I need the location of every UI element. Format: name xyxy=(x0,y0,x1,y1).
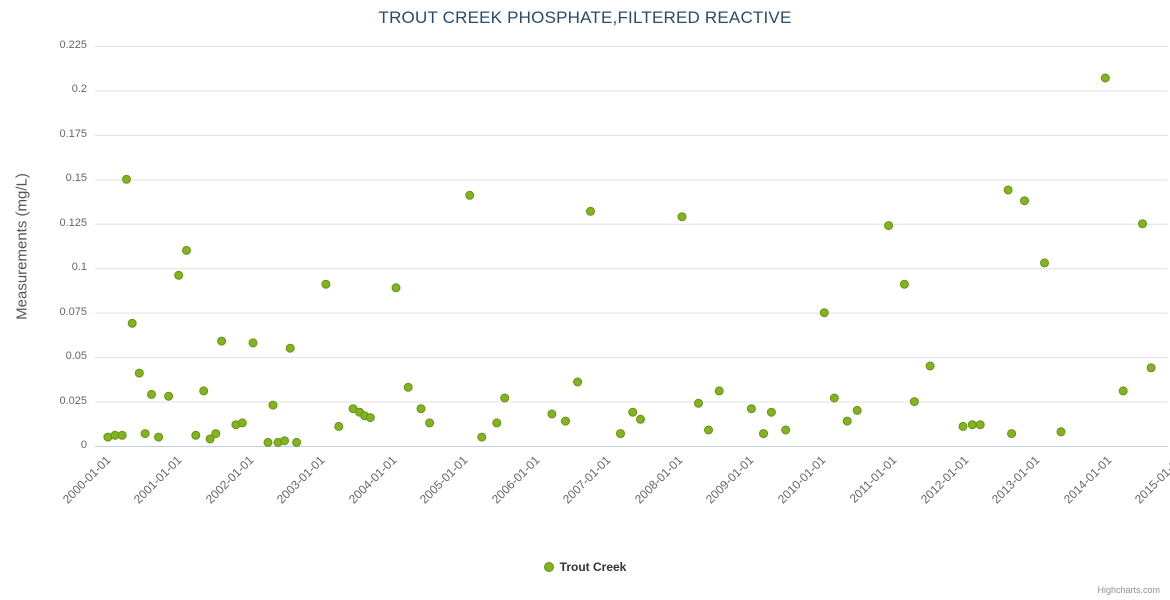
y-tick-label: 0 xyxy=(80,439,87,451)
data-point[interactable] xyxy=(714,386,724,396)
data-point[interactable] xyxy=(263,437,273,447)
data-point[interactable] xyxy=(899,279,909,289)
data-point[interactable] xyxy=(248,338,258,348)
data-point[interactable] xyxy=(191,430,201,440)
legend: Trout Creek xyxy=(0,560,1170,574)
y-tick-label: 0.025 xyxy=(59,394,87,407)
data-point[interactable] xyxy=(909,397,919,407)
data-point[interactable] xyxy=(365,413,375,423)
data-point[interactable] xyxy=(122,174,131,184)
data-point[interactable] xyxy=(391,283,401,293)
legend-label: Trout Creek xyxy=(559,560,627,574)
y-tick-label: 0.1 xyxy=(71,261,87,274)
data-point[interactable] xyxy=(268,400,278,410)
data-point[interactable] xyxy=(285,343,295,353)
data-point[interactable] xyxy=(636,414,645,424)
y-tick-label: 0.125 xyxy=(59,216,87,229)
data-point[interactable] xyxy=(819,308,829,318)
data-point[interactable] xyxy=(1138,219,1147,229)
data-point[interactable] xyxy=(958,421,968,431)
data-point[interactable] xyxy=(1003,185,1013,195)
data-point[interactable] xyxy=(759,429,768,439)
data-point[interactable] xyxy=(1020,196,1029,206)
data-point[interactable] xyxy=(321,279,331,289)
data-point[interactable] xyxy=(694,398,703,408)
data-point[interactable] xyxy=(500,393,510,403)
data-point[interactable] xyxy=(704,425,713,435)
data-point[interactable] xyxy=(967,420,977,430)
data-point[interactable] xyxy=(425,418,435,428)
data-point[interactable] xyxy=(492,418,502,428)
data-point[interactable] xyxy=(416,404,426,414)
data-point[interactable] xyxy=(573,377,583,387)
data-point[interactable] xyxy=(182,245,191,255)
data-point[interactable] xyxy=(477,432,487,442)
data-point[interactable] xyxy=(164,391,174,401)
data-point[interactable] xyxy=(154,432,164,442)
data-point[interactable] xyxy=(975,420,985,430)
y-tick-label: 0.05 xyxy=(65,350,87,363)
data-point[interactable] xyxy=(174,270,184,280)
legend-marker-icon xyxy=(543,562,554,572)
data-point[interactable] xyxy=(147,389,156,399)
data-point[interactable] xyxy=(1118,386,1128,396)
data-point[interactable] xyxy=(1040,258,1049,268)
data-point[interactable] xyxy=(280,436,289,446)
data-point[interactable] xyxy=(334,421,344,431)
y-tick-label: 0.225 xyxy=(59,39,87,51)
data-point[interactable] xyxy=(1100,73,1110,83)
data-point[interactable] xyxy=(211,429,221,439)
data-point[interactable] xyxy=(746,404,756,414)
data-point[interactable] xyxy=(127,318,137,328)
data-point[interactable] xyxy=(403,382,413,392)
data-point[interactable] xyxy=(140,429,150,439)
data-point[interactable] xyxy=(616,429,625,439)
y-tick-label: 0.2 xyxy=(71,83,87,96)
data-point[interactable] xyxy=(586,206,595,216)
data-point[interactable] xyxy=(465,190,475,200)
y-tick-label: 0.175 xyxy=(59,127,87,140)
highcharts-credits[interactable]: Highcharts.com xyxy=(1097,585,1160,595)
data-point[interactable] xyxy=(292,437,302,447)
data-point[interactable] xyxy=(237,418,247,428)
legend-item-trout-creek[interactable]: Trout Creek xyxy=(543,560,627,574)
data-point[interactable] xyxy=(677,212,687,222)
data-point[interactable] xyxy=(1007,429,1017,439)
data-point[interactable] xyxy=(925,361,935,371)
data-point[interactable] xyxy=(1146,363,1156,373)
data-point[interactable] xyxy=(766,407,776,417)
data-point[interactable] xyxy=(1056,427,1066,437)
data-point[interactable] xyxy=(884,221,894,231)
data-point[interactable] xyxy=(781,425,791,435)
data-point[interactable] xyxy=(547,409,557,419)
data-point[interactable] xyxy=(829,393,839,403)
data-point[interactable] xyxy=(852,405,862,415)
data-point[interactable] xyxy=(628,407,638,417)
data-point[interactable] xyxy=(134,368,144,378)
data-point[interactable] xyxy=(842,416,852,426)
data-point[interactable] xyxy=(561,416,570,426)
data-point[interactable] xyxy=(199,386,209,396)
data-point[interactable] xyxy=(217,336,227,346)
data-point[interactable] xyxy=(117,430,127,440)
data-point[interactable] xyxy=(205,434,215,444)
chart-title: TROUT CREEK PHOSPHATE,FILTERED REACTIVE xyxy=(378,8,792,27)
y-tick-label: 0.15 xyxy=(65,172,87,185)
y-tick-label: 0.075 xyxy=(59,305,87,318)
